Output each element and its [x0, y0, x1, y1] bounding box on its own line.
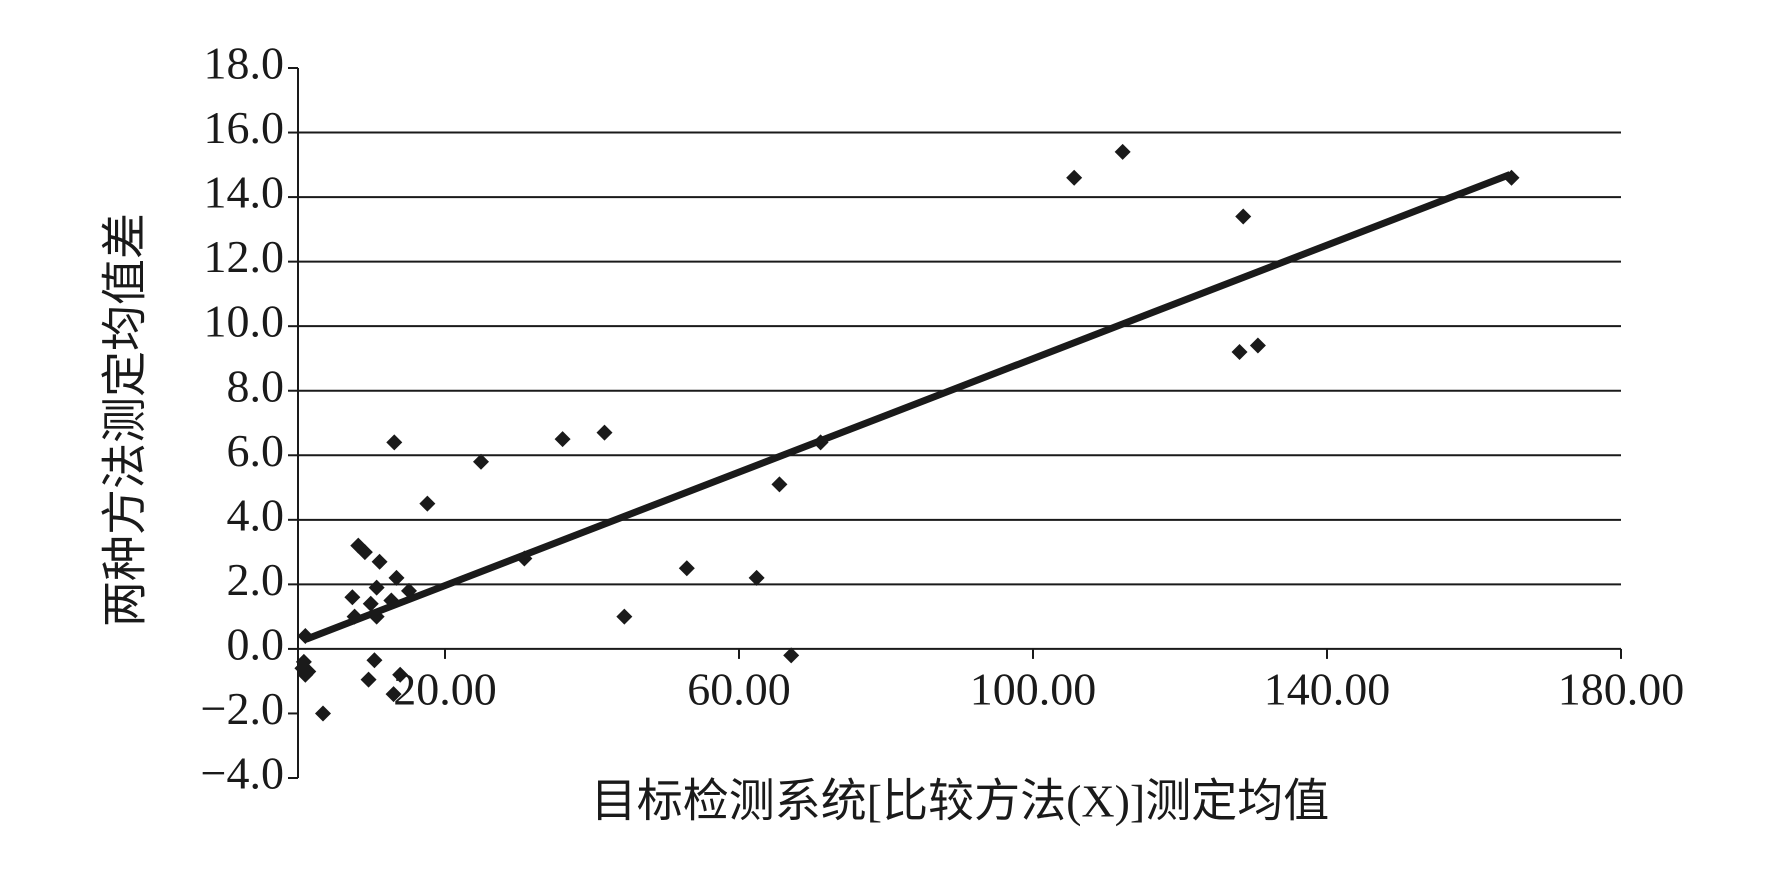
x-axis-title: 目标检测系统[比较方法(X)]测定均值: [591, 776, 1330, 827]
point: [371, 553, 388, 570]
y-axis-title: 两种方法测定均值差: [100, 213, 151, 627]
y-tick-label: 16.0: [204, 102, 285, 153]
x-tick-label: 140.00: [1264, 664, 1391, 715]
point: [362, 595, 379, 612]
x-tick-label: 180.00: [1558, 664, 1685, 715]
y-tick-label: 0.0: [227, 618, 285, 669]
point: [783, 647, 800, 664]
point: [314, 705, 331, 722]
point: [1114, 143, 1131, 160]
point: [771, 476, 788, 493]
point: [392, 666, 409, 683]
y-tick-label: 8.0: [227, 360, 285, 411]
x-tick-label: 60.00: [687, 664, 791, 715]
point: [748, 569, 765, 586]
point: [385, 686, 402, 703]
point: [386, 434, 403, 451]
y-tick-label: 10.0: [204, 296, 285, 347]
point: [616, 608, 633, 625]
point: [1235, 208, 1252, 225]
point: [473, 453, 490, 470]
y-tick-label: 18.0: [204, 38, 285, 89]
point: [1231, 344, 1248, 360]
point: [419, 495, 436, 512]
y-tick-label: 2.0: [227, 554, 285, 605]
point: [360, 671, 377, 688]
point: [678, 560, 695, 577]
trend-line: [304, 171, 1512, 643]
point: [388, 569, 405, 586]
y-tick-label: 6.0: [227, 425, 285, 476]
point: [366, 652, 383, 669]
y-tick-label: 4.0: [227, 489, 285, 540]
point: [356, 544, 373, 561]
y-tick-label: −4.0: [201, 748, 284, 799]
point: [344, 589, 361, 606]
point: [1249, 337, 1266, 354]
point: [554, 431, 571, 448]
x-tick-label: 20.00: [393, 664, 497, 715]
x-tick-label: 100.00: [970, 664, 1097, 715]
point: [368, 579, 385, 596]
point: [294, 660, 311, 677]
point: [1066, 169, 1083, 186]
point: [596, 424, 613, 441]
y-tick-label: 12.0: [204, 231, 285, 282]
y-tick-label: −2.0: [201, 683, 284, 734]
y-tick-label: 14.0: [204, 167, 285, 218]
